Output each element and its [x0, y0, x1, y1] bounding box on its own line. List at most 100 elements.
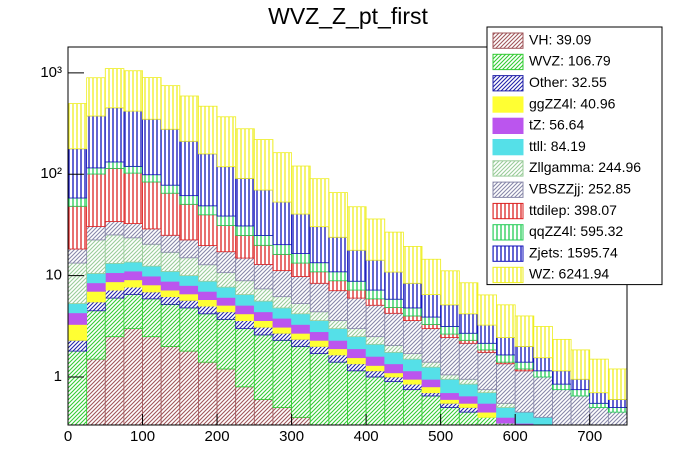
bar-segment: [402, 370, 423, 380]
bar-segment: [179, 293, 199, 301]
bar-segment: [216, 215, 237, 226]
legend-swatch: [492, 139, 524, 156]
bar-segment: [253, 189, 274, 236]
bar-segment: [309, 178, 330, 228]
bar-segment: [496, 407, 516, 418]
bar-segment: [384, 312, 404, 346]
bar-segment: [458, 395, 479, 404]
bar-segment: [86, 310, 106, 360]
bar-segment: [589, 358, 609, 394]
bar-segment: [440, 270, 460, 306]
legend: VH: 39.09 WVZ: 106.79 Other: 32.55 ggZZ4l: …: [486, 26, 663, 286]
bar-segment: [458, 378, 479, 385]
legend-swatch: [492, 117, 524, 134]
bar-segment: [347, 297, 367, 330]
bar-segment: [384, 298, 404, 308]
bar-segment: [384, 376, 404, 383]
bar-segment: [440, 402, 460, 408]
bar-segment: [67, 303, 88, 314]
bar-segment: [67, 339, 88, 352]
bar-segment: [440, 337, 460, 376]
bar-segment: [552, 370, 572, 385]
bar-segment: [384, 231, 404, 273]
bar-segment: [347, 357, 367, 365]
bar-segment: [384, 344, 404, 353]
bar-segment: [309, 320, 330, 333]
bar-segment: [67, 197, 88, 207]
bar-segment: [235, 225, 255, 236]
bar-segment: [104, 262, 125, 274]
bar-segment: [104, 68, 125, 109]
bar-segment: [440, 399, 460, 404]
bar-segment: [552, 383, 572, 391]
bar-segment: [291, 346, 311, 418]
bar-segment: [402, 315, 423, 321]
bar-segment: [216, 304, 237, 313]
bar-segment: [160, 271, 181, 282]
bar-segment: [421, 395, 442, 426]
bar-segment: [458, 383, 479, 397]
bar-segment: [253, 334, 274, 400]
bar-segment: [347, 363, 367, 372]
bar-segment: [347, 370, 367, 426]
bar-segment: [365, 289, 386, 300]
bar-segment: [67, 262, 88, 304]
bar-segment: [347, 206, 367, 251]
bar-segment: [458, 282, 479, 315]
bar-segment: [86, 282, 106, 292]
legend-label: ttll: 84.19: [529, 138, 586, 154]
bar-segment: [477, 402, 497, 413]
bar-segment: [104, 161, 125, 169]
bar-segment: [272, 201, 293, 246]
bar-segment: [365, 218, 386, 261]
bar-segment: [253, 235, 274, 246]
legend-swatch: [492, 224, 524, 241]
bar-segment: [198, 205, 218, 216]
bar-segment: [328, 271, 348, 282]
bar-segment: [365, 376, 386, 426]
legend-label: ggZZ4l: 40.96: [529, 95, 616, 111]
bar-segment: [142, 228, 162, 245]
bar-segment: [104, 107, 125, 163]
legend-swatch: [492, 96, 524, 113]
bar-segment: [607, 411, 628, 426]
bar-segment: [198, 299, 218, 307]
bar-segment: [328, 361, 348, 426]
x-tick-label: 200: [205, 428, 230, 445]
bar-segment: [384, 381, 404, 426]
bar-segment: [421, 294, 442, 318]
bar-segment: [123, 261, 143, 272]
bar-segment: [179, 95, 199, 142]
bar-segment: [458, 313, 479, 334]
y-tick-label: 10: [45, 267, 62, 284]
bar-segment: [533, 326, 553, 359]
bar-segment: [440, 392, 460, 400]
bar-segment: [440, 374, 460, 380]
bar-segment: [291, 165, 311, 215]
bar-segment: [160, 346, 181, 426]
bar-segment: [67, 312, 88, 325]
bar-segment: [253, 399, 274, 426]
bar-segment: [291, 276, 311, 304]
bar-segment: [328, 339, 348, 350]
bar-segment: [253, 264, 274, 290]
bar-segment: [198, 305, 218, 315]
bar-segment: [67, 205, 88, 250]
bar-segment: [421, 392, 442, 397]
bar-segment: [272, 253, 293, 272]
bar-segment: [67, 103, 88, 150]
legend-label: VBSZZjj: 252.85: [529, 180, 631, 196]
bar-segment: [86, 290, 106, 303]
bar-segment: [123, 223, 143, 239]
bar-segment: [160, 85, 181, 130]
bar-segment: [402, 246, 423, 284]
bar-segment: [328, 192, 348, 238]
bar-segment: [86, 273, 106, 284]
bar-segment: [496, 304, 516, 338]
bar-segment: [347, 328, 367, 338]
x-tick-label: 300: [279, 428, 304, 445]
bar-segment: [533, 416, 553, 426]
bar-segment: [235, 386, 255, 426]
bar-segment: [607, 407, 628, 413]
bar-segment: [216, 286, 237, 298]
